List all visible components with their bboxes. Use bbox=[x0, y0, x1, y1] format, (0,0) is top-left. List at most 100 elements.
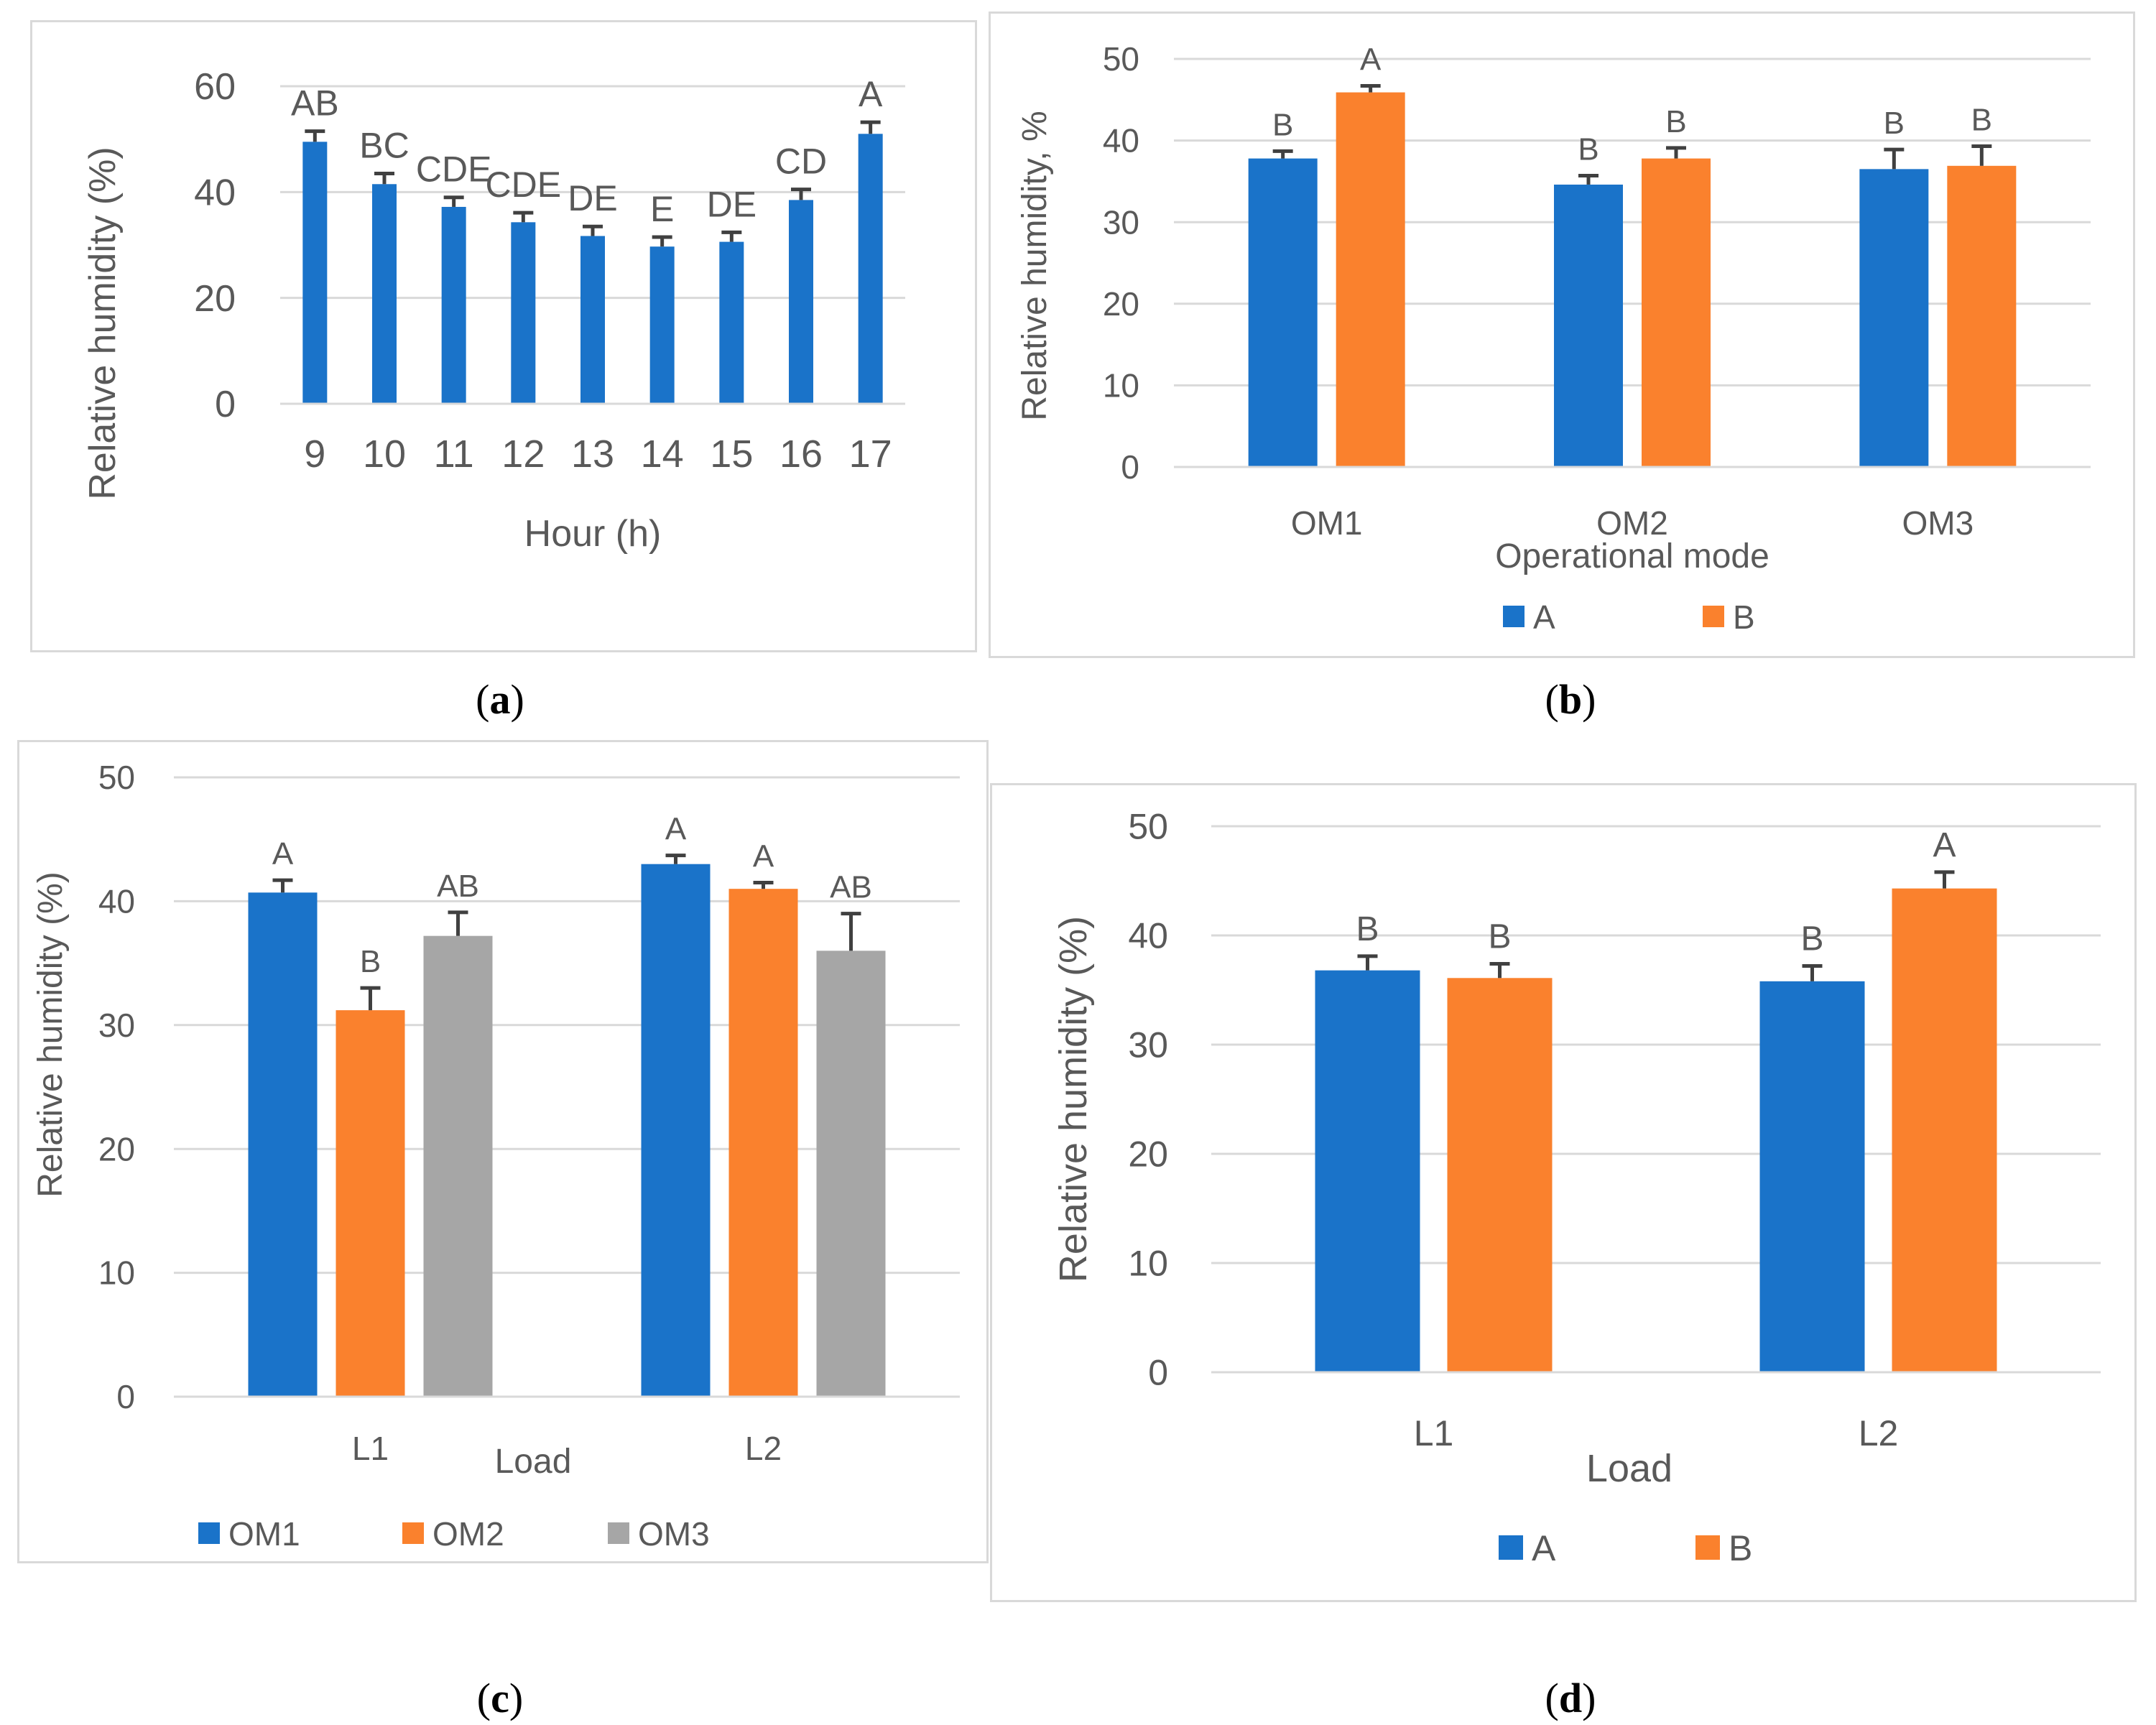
panel-c-y-tick-label: 10 bbox=[98, 1254, 135, 1292]
panel-c-legend-swatch-om3 bbox=[608, 1522, 629, 1544]
panel-d-legend-label-b: B bbox=[1729, 1528, 1752, 1568]
panel-c-significance-label: A bbox=[665, 812, 687, 847]
panel-a-significance-label: DE bbox=[707, 184, 757, 224]
panel-a-frame bbox=[30, 20, 977, 652]
panel-b-y-tick-label: 30 bbox=[1103, 203, 1139, 241]
panel-a-y-axis-title: Relative humidity (%) bbox=[82, 147, 124, 499]
panel-c-significance-label: AB bbox=[437, 869, 479, 904]
panel-c-bar-om3-l2 bbox=[816, 951, 886, 1397]
panel-d-y-tick-label: 20 bbox=[1128, 1134, 1168, 1175]
caption-c: (c) bbox=[476, 1675, 524, 1721]
panel-d-legend-label-a: A bbox=[1532, 1528, 1556, 1568]
panel-d-bar-a-l2 bbox=[1759, 981, 1865, 1372]
panel-c-significance-label: A bbox=[753, 839, 774, 874]
panel-b-significance-label: A bbox=[1360, 42, 1382, 77]
panel-b-x-tick-label: OM2 bbox=[1596, 504, 1668, 542]
panel-b-y-tick-label: 50 bbox=[1103, 40, 1139, 78]
panel-b-bar-b-om2 bbox=[1642, 158, 1711, 468]
panel-b-x-axis-title: Operational mode bbox=[1495, 537, 1769, 575]
panel-c-legend-label-om2: OM2 bbox=[432, 1515, 504, 1553]
panel-a-bar-hour-12-12 bbox=[511, 222, 536, 404]
panel-d-legend-swatch-b bbox=[1695, 1535, 1720, 1560]
panel-a-significance-label: A bbox=[859, 74, 883, 114]
panel-a-significance-label: DE bbox=[568, 178, 617, 218]
panel-d-y-axis-title: Relative humidity (%) bbox=[1052, 916, 1095, 1282]
panel-d-significance-label: B bbox=[1488, 918, 1511, 956]
panel-a-bar-hour-16-16 bbox=[789, 200, 813, 404]
panel-d-bar-b-l2 bbox=[1892, 888, 1997, 1372]
panel-d-y-tick-label: 40 bbox=[1128, 916, 1168, 956]
panel-c-bar-om1-l2 bbox=[641, 864, 711, 1397]
panel-c-y-tick-label: 0 bbox=[116, 1378, 135, 1415]
panel-a-significance-label: CDE bbox=[486, 165, 562, 205]
panel-a-bar-hour-15-15 bbox=[719, 241, 744, 404]
panel-a-y-tick-label: 60 bbox=[194, 66, 236, 108]
panel-d-significance-label: B bbox=[1800, 920, 1823, 958]
panel-c-y-axis-title: Relative humidity (%) bbox=[32, 871, 70, 1197]
panel-a-bar-hour-13-13 bbox=[580, 236, 605, 404]
panel-a-x-tick-label: 11 bbox=[434, 433, 474, 476]
panel-d-bar-b-l1 bbox=[1447, 978, 1553, 1372]
panel-d-x-axis-title: Load bbox=[1586, 1447, 1672, 1490]
panel-b-legend-label-a: A bbox=[1533, 598, 1555, 636]
panel-c-legend-swatch-om2 bbox=[402, 1522, 424, 1544]
panel-d-legend-swatch-a bbox=[1499, 1535, 1523, 1560]
panel-a-bar-hour-14-14 bbox=[649, 246, 675, 404]
panel-a-bar-hour-11-11 bbox=[441, 206, 466, 404]
panel-d-bar-a-l1 bbox=[1315, 970, 1420, 1372]
panel-c-x-tick-label: L1 bbox=[352, 1430, 389, 1467]
panel-a-bar-hour-10-10 bbox=[372, 184, 397, 404]
panel-b-y-tick-label: 0 bbox=[1121, 448, 1139, 486]
panel-d-significance-label: A bbox=[1933, 826, 1956, 864]
panel-b-bar-a-om2 bbox=[1554, 184, 1623, 467]
panel-d-significance-label: B bbox=[1356, 910, 1379, 948]
panel-c-x-tick-label: L2 bbox=[745, 1430, 782, 1467]
panel-d-x-tick-label: L2 bbox=[1859, 1413, 1899, 1453]
panel-c-bar-om1-l1 bbox=[248, 892, 318, 1397]
panel-c-y-tick-label: 30 bbox=[98, 1007, 135, 1044]
panel-b-y-axis-title: Relative humidity, % bbox=[1016, 111, 1054, 420]
panel-d-y-tick-label: 50 bbox=[1128, 807, 1168, 847]
panel-a-x-axis-title: Hour (h) bbox=[524, 513, 662, 555]
panel-b-x-tick-label: OM3 bbox=[1902, 504, 1974, 542]
panel-a-y-tick-label: 20 bbox=[194, 278, 236, 320]
panel-c-y-tick-label: 20 bbox=[98, 1130, 135, 1167]
panel-b-significance-label: B bbox=[1272, 107, 1293, 142]
panel-a-significance-label: CDE bbox=[416, 149, 492, 190]
panel-c-x-axis-title: Load bbox=[495, 1443, 572, 1481]
panel-c-bar-om2-l2 bbox=[728, 889, 798, 1397]
panel-a-x-tick-label: 9 bbox=[304, 433, 325, 476]
panel-c-bar-om3-l1 bbox=[423, 935, 493, 1397]
panel-a-y-tick-label: 0 bbox=[215, 384, 236, 425]
panel-a-bar-hour-9-9 bbox=[302, 142, 328, 404]
panel-d-y-tick-label: 10 bbox=[1128, 1244, 1168, 1284]
panel-d-y-tick-label: 30 bbox=[1128, 1025, 1168, 1065]
panel-b-y-tick-label: 20 bbox=[1103, 285, 1139, 323]
panel-a-x-tick-label: 17 bbox=[849, 433, 892, 476]
panel-c-y-tick-label: 40 bbox=[98, 883, 135, 920]
panel-a-x-tick-label: 16 bbox=[779, 433, 823, 476]
panel-c-significance-label: AB bbox=[830, 870, 872, 905]
panel-a-x-tick-label: 10 bbox=[363, 433, 406, 476]
panel-d-y-tick-label: 0 bbox=[1148, 1353, 1168, 1393]
panel-a-y-tick-label: 40 bbox=[194, 172, 236, 214]
panel-b-significance-label: B bbox=[1971, 103, 1992, 138]
panel-a-significance-label: E bbox=[650, 189, 674, 229]
panel-b-significance-label: B bbox=[1884, 106, 1905, 141]
panel-c-significance-label: B bbox=[360, 944, 381, 979]
panel-b-significance-label: B bbox=[1665, 104, 1686, 139]
panel-a-x-tick-label: 13 bbox=[571, 433, 614, 476]
panel-c-legend-label-om3: OM3 bbox=[638, 1515, 710, 1553]
panel-a-significance-label: BC bbox=[359, 126, 409, 166]
panel-c-significance-label: A bbox=[272, 836, 294, 871]
panel-b-legend-swatch-a bbox=[1503, 606, 1525, 627]
panel-b-x-tick-label: OM1 bbox=[1291, 504, 1363, 542]
panel-b-y-tick-label: 40 bbox=[1103, 122, 1139, 159]
panel-b-legend-label-b: B bbox=[1733, 598, 1755, 636]
panel-c-bar-om2-l1 bbox=[336, 1010, 405, 1397]
panel-a-x-tick-label: 12 bbox=[501, 433, 545, 476]
panel-a-x-tick-label: 15 bbox=[710, 433, 753, 476]
caption-b: (b) bbox=[1545, 676, 1596, 723]
panel-c-legend-swatch-om1 bbox=[198, 1522, 220, 1544]
